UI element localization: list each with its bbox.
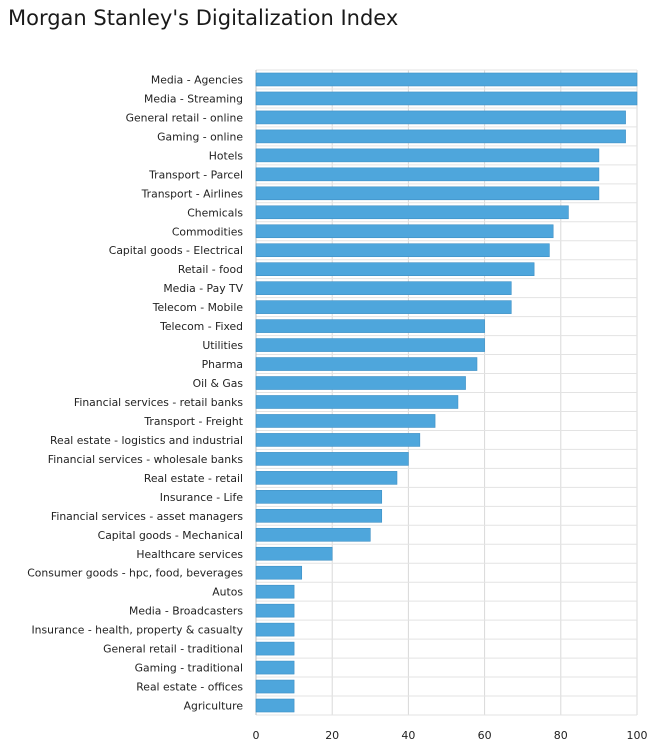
bar-23 — [255, 509, 383, 523]
category-label-5: Transport - Parcel — [148, 168, 243, 181]
bar-3 — [255, 129, 626, 144]
bar-29 — [255, 622, 295, 637]
category-label-19: Real estate - logistics and industrial — [50, 434, 243, 447]
bar-33 — [255, 698, 295, 713]
bar-25 — [255, 546, 333, 561]
bar-32 — [255, 679, 295, 694]
bar-15 — [255, 357, 478, 371]
bar-27 — [255, 584, 295, 599]
category-label-32: Real estate - offices — [136, 681, 243, 694]
bar-28 — [255, 603, 295, 618]
category-label-1: Media - Streaming — [144, 92, 243, 105]
category-label-15: Pharma — [202, 358, 243, 371]
x-tick-label-4: 80 — [554, 729, 568, 742]
category-label-11: Media - Pay TV — [163, 282, 243, 295]
category-label-8: Commodities — [172, 225, 244, 238]
x-tick-label-1: 20 — [325, 729, 339, 742]
bar-26 — [255, 565, 303, 580]
category-label-18: Transport - Freight — [143, 415, 243, 428]
bar-5 — [255, 167, 600, 182]
category-label-23: Financial services - asset managers — [51, 510, 243, 523]
category-label-31: Gaming - traditional — [135, 662, 243, 675]
bar-19 — [255, 433, 421, 447]
bar-31 — [255, 660, 295, 675]
category-label-6: Transport - Airlines — [141, 187, 244, 200]
bar-14 — [255, 338, 485, 352]
bar-1 — [255, 91, 638, 106]
category-label-20: Financial services - wholesale banks — [48, 453, 244, 466]
bar-17 — [255, 395, 459, 409]
bar-8 — [255, 224, 554, 239]
bar-30 — [255, 641, 295, 656]
bar-12 — [255, 300, 512, 314]
x-tick-label-0: 0 — [253, 729, 260, 742]
category-label-12: Telecom - Mobile — [152, 301, 244, 314]
category-label-24: Capital goods - Mechanical — [98, 529, 243, 542]
bar-16 — [255, 376, 466, 390]
bar-7 — [255, 205, 569, 220]
category-label-3: Gaming - online — [157, 130, 243, 143]
category-label-10: Retail - food — [178, 263, 243, 276]
category-label-7: Chemicals — [187, 206, 243, 219]
category-label-2: General retail - online — [126, 111, 244, 124]
category-label-27: Autos — [212, 586, 243, 599]
category-label-33: Agriculture — [184, 700, 244, 713]
category-label-4: Hotels — [209, 149, 244, 162]
bar-6 — [255, 186, 600, 201]
x-tick-label-3: 60 — [478, 729, 492, 742]
category-label-16: Oil & Gas — [193, 377, 244, 390]
chart-title: Morgan Stanley's Digitalization Index — [8, 6, 399, 30]
bar-2 — [255, 110, 626, 125]
bar-21 — [255, 471, 398, 485]
bar-20 — [255, 452, 409, 466]
category-label-29: Insurance - health, property & casualty — [31, 624, 243, 637]
bar-13 — [255, 319, 485, 333]
bar-11 — [255, 281, 512, 295]
category-label-26: Consumer goods - hpc, food, beverages — [27, 567, 243, 580]
category-label-9: Capital goods - Electrical — [109, 244, 243, 257]
category-label-21: Real estate - retail — [144, 472, 243, 485]
category-label-14: Utilities — [202, 339, 243, 352]
category-label-30: General retail - traditional — [103, 643, 243, 656]
x-tick-label-5: 100 — [627, 729, 648, 742]
bar-18 — [255, 414, 436, 428]
bar-0 — [255, 72, 638, 87]
category-label-25: Healthcare services — [136, 548, 243, 561]
x-tick-label-2: 40 — [401, 729, 415, 742]
bar-10 — [255, 262, 535, 276]
category-label-0: Media - Agencies — [151, 73, 243, 86]
bar-9 — [255, 243, 550, 258]
category-label-22: Insurance - Life — [160, 491, 244, 504]
category-label-13: Telecom - Fixed — [159, 320, 243, 333]
category-label-28: Media - Broadcasters — [129, 605, 243, 618]
bar-22 — [255, 490, 383, 504]
category-label-17: Financial services - retail banks — [74, 396, 243, 409]
bar-4 — [255, 148, 600, 163]
bar-24 — [255, 527, 371, 542]
